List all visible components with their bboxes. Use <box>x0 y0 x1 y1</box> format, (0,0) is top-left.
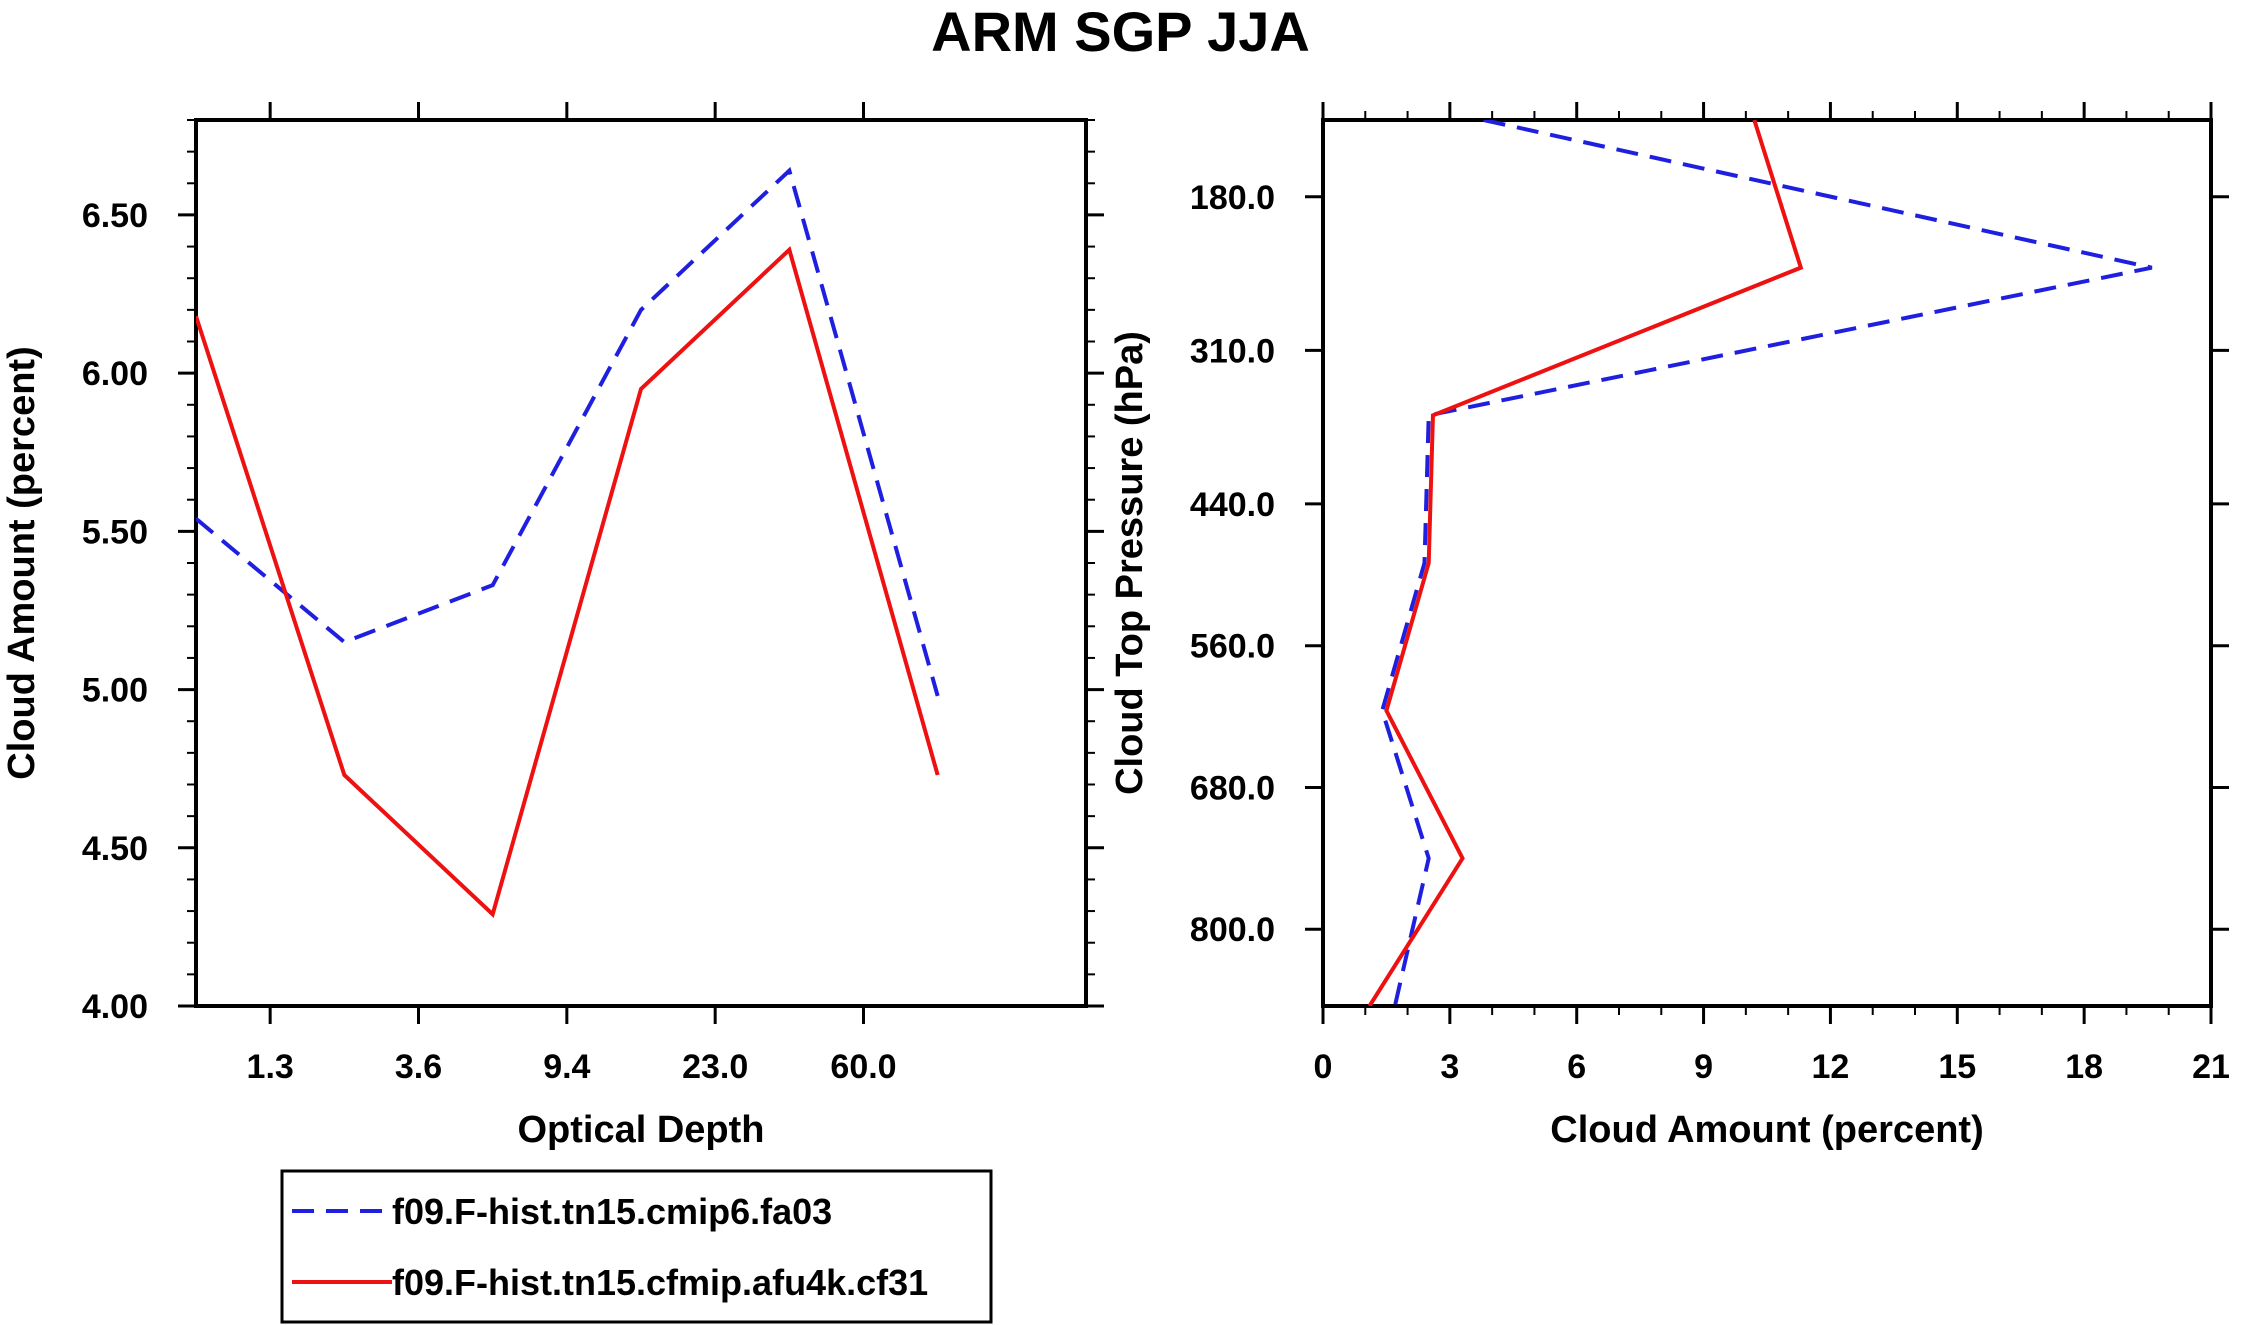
y-tick-label: 5.00 <box>82 672 148 710</box>
chart-title: ARM SGP JJA <box>931 0 1310 63</box>
y-axis-title: Cloud Top Pressure (hPa) <box>1109 331 1151 795</box>
y-tick-label: 680.0 <box>1190 769 1275 807</box>
x-tick-label: 60.0 <box>830 1048 896 1086</box>
x-tick-label: 3 <box>1440 1048 1459 1086</box>
y-tick-label: 440.0 <box>1190 486 1275 524</box>
y-tick-label: 5.50 <box>82 513 148 551</box>
y-tick-label: 800.0 <box>1190 911 1275 949</box>
y-tick-label: 560.0 <box>1190 628 1275 666</box>
series-line-f09-f-hist-tn15-cmip6-fa03 <box>196 166 940 697</box>
right-panel: 0 3 6 9 12 15 18 21 180.0 310.0 440.0 560.0 680.0 800… <box>1109 102 2230 1151</box>
y-axis-title: Cloud Amount (percent) <box>1 346 43 779</box>
series-line-f09-f-hist-tn15-cmip6-fa03 <box>1380 120 2153 1006</box>
x-tick-label: 18 <box>2065 1048 2103 1086</box>
y-tick-label: 6.00 <box>82 355 148 393</box>
y-tick-label: 4.00 <box>82 988 148 1026</box>
left-panel: 4.00 4.50 5.00 5.50 6.00 6.50 1.3 3.6 9.4 23.0 60.… <box>1 102 1104 1151</box>
x-tick-label: 12 <box>1812 1048 1850 1086</box>
plot-frame <box>1321 118 2213 1008</box>
x-tick-label: 6 <box>1567 1048 1586 1086</box>
x-axis-title: Cloud Amount (percent) <box>1550 1109 1983 1151</box>
y-tick-label: 310.0 <box>1190 332 1275 370</box>
x-tick-label: 9 <box>1694 1048 1713 1086</box>
legend-label: f09.F-hist.tn15.cmip6.fa03 <box>392 1191 832 1232</box>
plot-frame <box>194 118 1088 1008</box>
x-tick-label: 3.6 <box>395 1048 442 1086</box>
series-line-f09-f-hist-tn15-cfmip-afu4k-cf31 <box>196 246 940 918</box>
series-line-f09-f-hist-tn15-cfmip-afu4k-cf31 <box>1367 120 1804 1006</box>
x-tick-label: 1.3 <box>247 1048 294 1086</box>
y-tick-label: 180.0 <box>1190 179 1275 217</box>
x-axis-title: Optical Depth <box>517 1109 764 1151</box>
legend-box <box>280 1169 993 1324</box>
y-tick-label: 6.50 <box>82 197 148 235</box>
x-tick-label: 23.0 <box>682 1048 748 1086</box>
x-tick-label: 9.4 <box>543 1048 590 1086</box>
x-tick-label: 21 <box>2192 1048 2230 1086</box>
x-tick-label: 15 <box>1938 1048 1976 1086</box>
y-tick-label: 4.50 <box>82 830 148 868</box>
legend: f09.F-hist.tn15.cmip6.fa03 f09.F-hist.tn1… <box>280 1169 993 1324</box>
x-tick-label: 0 <box>1314 1048 1333 1086</box>
legend-label: f09.F-hist.tn15.cfmip.afu4k.cf31 <box>392 1262 928 1303</box>
